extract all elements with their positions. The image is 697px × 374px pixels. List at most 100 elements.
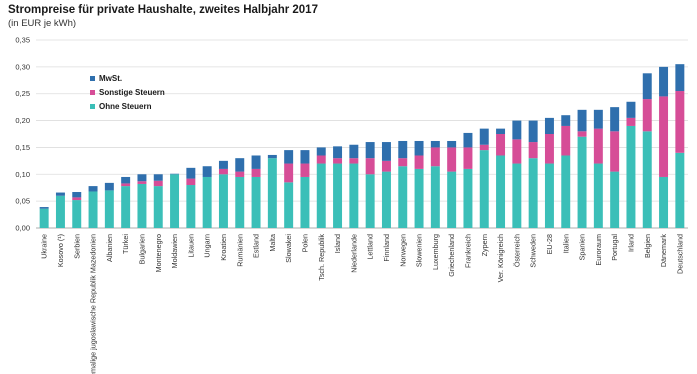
bar-segment-sonstige-steuern bbox=[610, 131, 620, 172]
bar-segment-sonstige-steuern bbox=[349, 158, 359, 164]
y-tick-label: 0,00 bbox=[15, 224, 30, 233]
bar-segment-mwst bbox=[398, 140, 408, 159]
bar-segment-sonstige-steuern bbox=[284, 163, 294, 183]
legend-swatch bbox=[90, 90, 95, 95]
bar-segment-sonstige-steuern bbox=[642, 99, 652, 132]
x-tick-label: Belgien bbox=[643, 234, 652, 258]
bar-segment-sonstige-steuern bbox=[186, 178, 196, 186]
legend-label: Ohne Steuern bbox=[99, 102, 152, 111]
bar-segment-sonstige-steuern bbox=[333, 158, 343, 164]
x-tick-label: Euroraum bbox=[594, 234, 603, 266]
bar-segment-mwst bbox=[528, 120, 538, 143]
bar-segment-sonstige-steuern bbox=[316, 155, 326, 164]
bar-segment-ohne-steuern bbox=[512, 163, 522, 228]
x-tick-label: Ungarn bbox=[203, 234, 212, 258]
bar-segment-mwst bbox=[284, 150, 294, 164]
bar-segment-ohne-steuern bbox=[333, 163, 343, 228]
y-tick-label: 0,25 bbox=[15, 89, 30, 98]
y-tick-label: 0,10 bbox=[15, 170, 30, 179]
bar-segment-mwst bbox=[235, 158, 245, 172]
x-tick-label: Niederlande bbox=[349, 234, 358, 273]
bar-segment-mwst bbox=[300, 150, 310, 164]
bar-segment-mwst bbox=[479, 128, 489, 145]
bar-segment-sonstige-steuern bbox=[235, 171, 245, 177]
bar-segment-ohne-steuern bbox=[447, 171, 457, 228]
bar-segment-mwst bbox=[381, 142, 391, 161]
bar-segment-sonstige-steuern bbox=[72, 197, 82, 201]
bar-segment-mwst bbox=[675, 64, 685, 92]
x-tick-label: Spanien bbox=[578, 234, 587, 260]
bar-segment-mwst bbox=[512, 120, 522, 140]
bar-segment-ohne-steuern bbox=[626, 125, 636, 228]
bar-segment-mwst bbox=[55, 192, 65, 196]
bar-segment-mwst bbox=[316, 147, 326, 156]
bar-segment-sonstige-steuern bbox=[544, 134, 554, 164]
bar-segment-mwst bbox=[626, 101, 636, 118]
bar-segment-ohne-steuern bbox=[398, 166, 408, 228]
x-tick-label: Rumänien bbox=[235, 234, 244, 267]
bar-segment-ohne-steuern bbox=[55, 195, 65, 228]
bar-segment-mwst bbox=[251, 155, 261, 169]
x-tick-label: Italien bbox=[561, 234, 570, 253]
x-tick-label: Irland bbox=[626, 234, 635, 252]
bar-segment-ohne-steuern bbox=[267, 158, 277, 228]
chart-subtitle: (in EUR je kWh) bbox=[8, 18, 77, 29]
x-tick-label: EU-28 bbox=[545, 234, 554, 254]
bar-segment-ohne-steuern bbox=[659, 176, 669, 228]
bar-segment-ohne-steuern bbox=[430, 166, 440, 228]
bar-segment-ohne-steuern bbox=[577, 136, 587, 228]
bar-segment-mwst bbox=[659, 66, 669, 97]
bar-segment-sonstige-steuern bbox=[153, 180, 163, 187]
bar-segment-ohne-steuern bbox=[202, 176, 212, 228]
bar-segment-mwst bbox=[642, 73, 652, 100]
legend-swatch bbox=[90, 104, 95, 109]
bar-segment-mwst bbox=[365, 142, 375, 159]
x-tick-label: Moldawien bbox=[170, 234, 179, 268]
bar-segment-ohne-steuern bbox=[88, 191, 98, 228]
bar-segment-sonstige-steuern bbox=[496, 134, 506, 156]
x-tick-label: Ver. Königreich bbox=[496, 234, 505, 282]
bars bbox=[39, 64, 685, 228]
bar-segment-mwst bbox=[104, 182, 114, 191]
bar-segment-ohne-steuern bbox=[528, 158, 538, 228]
bar-segment-mwst bbox=[447, 140, 457, 148]
bar-segment-mwst bbox=[414, 140, 424, 156]
bar-segment-sonstige-steuern bbox=[300, 163, 310, 177]
gridlines bbox=[36, 39, 688, 229]
x-tick-label: Deutschland bbox=[675, 234, 684, 274]
x-tick-label: Tsch. Republik bbox=[317, 234, 326, 281]
bar-segment-mwst bbox=[496, 128, 506, 134]
bar-segment-mwst bbox=[577, 109, 587, 132]
bar-segment-sonstige-steuern bbox=[251, 168, 261, 177]
y-tick-label: 0,20 bbox=[15, 116, 30, 125]
bar-segment-ohne-steuern bbox=[235, 176, 245, 228]
chart-title: Strompreise für private Haushalte, zweit… bbox=[8, 4, 318, 16]
x-tick-label: ehemalige jugoslawische Republik Mazedon… bbox=[89, 234, 98, 374]
x-tick-label: Polen bbox=[300, 234, 309, 252]
bar-segment-ohne-steuern bbox=[496, 155, 506, 228]
bar-segment-sonstige-steuern bbox=[512, 139, 522, 164]
bar-segment-ohne-steuern bbox=[544, 163, 554, 228]
bar-segment-mwst bbox=[153, 174, 163, 181]
x-tick-label: Frankreich bbox=[463, 234, 472, 268]
bar-segment-sonstige-steuern bbox=[675, 91, 685, 153]
x-tick-label: Island bbox=[333, 234, 342, 253]
x-tick-label: Ukraine bbox=[40, 234, 49, 259]
bar-segment-ohne-steuern bbox=[284, 182, 294, 228]
bar-segment-mwst bbox=[137, 174, 147, 182]
x-tick-label: Kroatien bbox=[219, 234, 228, 261]
bar-segment-mwst bbox=[610, 107, 620, 132]
legend-label: Sonstige Steuern bbox=[99, 88, 165, 97]
x-tick-label: Bulgarien bbox=[137, 234, 146, 264]
bar-segment-sonstige-steuern bbox=[414, 155, 424, 169]
x-tick-label: Dänemark bbox=[659, 234, 668, 268]
bar-segment-ohne-steuern bbox=[593, 163, 603, 228]
bar-segment-ohne-steuern bbox=[121, 186, 131, 228]
bar-segment-ohne-steuern bbox=[300, 176, 310, 228]
x-tick-label: Finnland bbox=[382, 234, 391, 262]
bar-segment-sonstige-steuern bbox=[593, 128, 603, 164]
x-tick-label: Türkei bbox=[121, 234, 130, 254]
bar-segment-ohne-steuern bbox=[675, 152, 685, 228]
bar-segment-sonstige-steuern bbox=[430, 147, 440, 167]
bar-segment-sonstige-steuern bbox=[447, 147, 457, 172]
